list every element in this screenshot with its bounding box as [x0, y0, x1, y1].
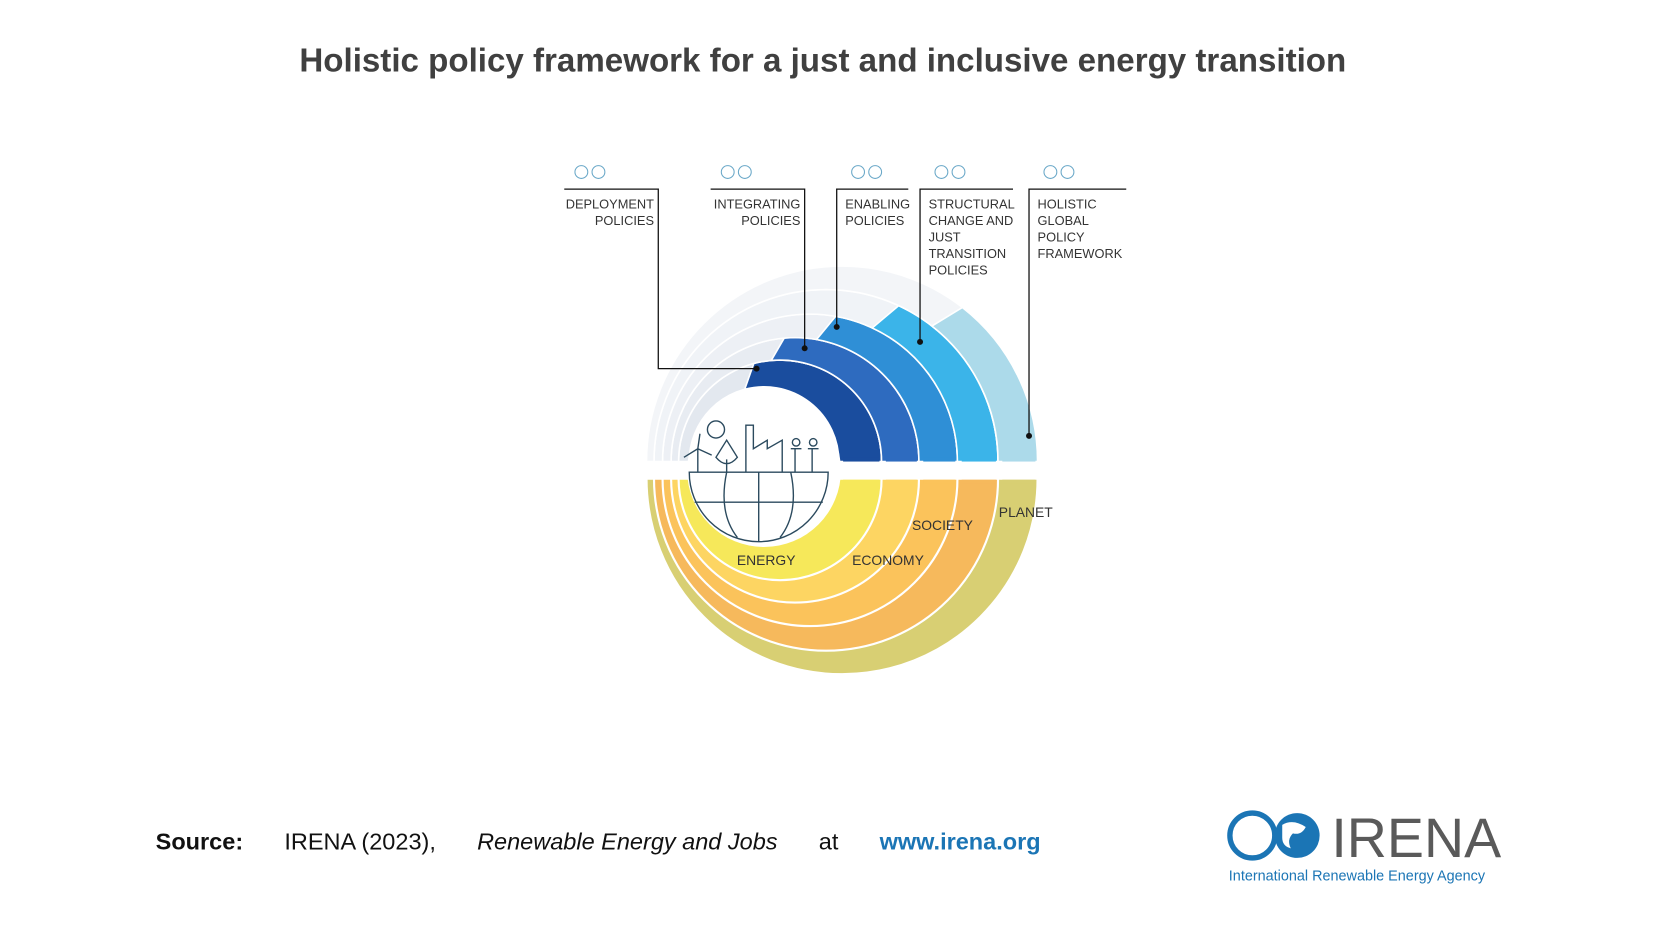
- logo-tagline: International Renewable Energy Agency: [1229, 868, 1486, 884]
- logo-ring: [1227, 810, 1278, 861]
- policy-label: INTEGRATING: [714, 196, 801, 211]
- leader-line: [1028, 188, 1127, 436]
- separator-stripe: [885, 479, 917, 484]
- policy-label: CHANGE AND: [929, 213, 1014, 228]
- policy-label: POLICY: [1038, 229, 1085, 244]
- leader-line: [836, 188, 909, 327]
- separator-stripe: [961, 479, 996, 484]
- separator-stripe: [923, 479, 956, 484]
- leader-dot: [1026, 432, 1033, 439]
- logo-name: IRENA: [1331, 807, 1501, 869]
- framework-diagram: ENERGY ECONOMY SOCIETY PLANET: [641, 265, 1054, 676]
- globe-grid: [694, 472, 823, 542]
- source-link[interactable]: www.irena.org: [879, 828, 1041, 854]
- source-line: Source: IRENA (2023), Renewable Energy a…: [123, 828, 1060, 854]
- policy-icon: [951, 165, 966, 179]
- policy-label: ENABLING: [845, 196, 910, 211]
- policy-label: POLICIES: [929, 263, 988, 278]
- policy-label: FRAMEWORK: [1038, 246, 1123, 261]
- people: [790, 448, 819, 473]
- policy-label: JUST: [929, 229, 961, 244]
- policy-icon: [1060, 165, 1075, 179]
- policy-icon: [1043, 165, 1058, 179]
- irena-logo: IRENA International Renewable Energy Age…: [1227, 807, 1501, 884]
- policy-label: POLICIES: [845, 213, 904, 228]
- policy-label: STRUCTURAL: [929, 196, 1015, 211]
- globe: [688, 471, 829, 543]
- source-citation: IRENA (2023),: [284, 828, 436, 854]
- person-head: [808, 437, 818, 447]
- tree: [715, 438, 739, 473]
- policy-icon: [868, 165, 883, 179]
- separator-stripe: [1002, 479, 1036, 484]
- policy-label: POLICIES: [741, 213, 800, 228]
- policy-icon: [851, 165, 866, 179]
- separator-stripe: [961, 457, 996, 462]
- separator-stripe: [885, 457, 917, 462]
- separator-stripe: [1002, 457, 1036, 462]
- logo-continent: [1282, 822, 1306, 849]
- leader-line: [710, 188, 806, 349]
- domain-label: ECONOMY: [852, 552, 924, 568]
- separator-stripe: [843, 457, 880, 462]
- leader-line: [564, 188, 757, 370]
- separator-stripe: [923, 457, 956, 462]
- policy-icon: [574, 165, 589, 179]
- sun: [706, 420, 726, 439]
- policy-label: TRANSITION: [929, 246, 1007, 261]
- source-connector: at: [819, 828, 839, 854]
- logo-globe: [1274, 813, 1320, 858]
- leader-dot: [801, 345, 808, 352]
- policy-icon: [720, 165, 735, 179]
- domain-label: SOCIETY: [912, 517, 973, 533]
- leader-dot: [753, 365, 760, 372]
- source-work: Renewable Energy and Jobs: [477, 828, 778, 854]
- policy-label: HOLISTIC: [1038, 196, 1097, 211]
- domain-label: PLANET: [999, 504, 1054, 520]
- ring-base: [645, 265, 1039, 463]
- turbine: [683, 433, 712, 473]
- policy-icon: [737, 165, 752, 179]
- factory: [745, 424, 783, 473]
- policy-icon: [591, 165, 606, 179]
- policy-label: DEPLOYMENT: [566, 196, 654, 211]
- policy-label: POLICIES: [595, 213, 654, 228]
- separator-stripe: [843, 479, 880, 484]
- person-head: [791, 437, 801, 447]
- leader-line: [919, 188, 1013, 342]
- leader-dot: [833, 323, 840, 330]
- title: Holistic policy framework for a just and…: [299, 43, 1346, 80]
- policy-icon: [934, 165, 949, 179]
- policy-labels: DEPLOYMENT POLICIES INTEGRATING POLICIES ENA…: [564, 165, 1127, 439]
- policy-label: GLOBAL: [1038, 213, 1089, 228]
- domain-label: ENERGY: [737, 552, 796, 568]
- source-label: Source:: [156, 828, 244, 854]
- hub: [687, 393, 841, 548]
- leader-dot: [917, 338, 924, 345]
